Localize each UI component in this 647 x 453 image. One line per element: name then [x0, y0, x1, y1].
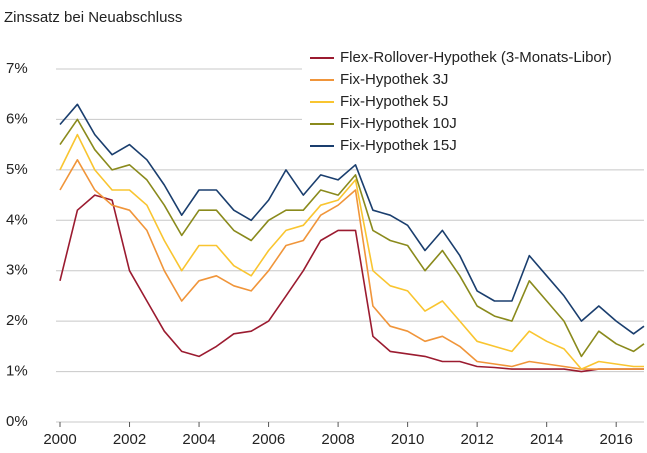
x-tick-label: 2008	[321, 431, 354, 448]
legend-label: Fix-Hypothek 5J	[340, 93, 448, 110]
x-tick-label: 2006	[252, 431, 285, 448]
legend-background	[302, 44, 644, 158]
series-line	[59, 118, 645, 358]
legend-label: Fix-Hypothek 3J	[340, 71, 448, 88]
legend-label: Fix-Hypothek 15J	[340, 137, 457, 154]
x-tick-label: 2012	[460, 431, 493, 448]
x-tick-label: 2002	[113, 431, 146, 448]
legend-label: Flex-Rollover-Hypothek (3-Monats-Libor)	[340, 49, 612, 66]
chart-title: Zinssatz bei Neuabschluss	[4, 9, 182, 26]
x-tick-label: 2016	[600, 431, 633, 448]
y-tick-label: 5%	[6, 161, 28, 178]
y-tick-label: 4%	[6, 211, 28, 228]
x-tick-label: 2000	[43, 431, 76, 448]
y-tick-label: 7%	[6, 60, 28, 77]
y-tick-label: 1%	[6, 363, 28, 380]
y-tick-label: 3%	[6, 262, 28, 279]
legend-label: Fix-Hypothek 10J	[340, 115, 457, 132]
x-tick-label: 2014	[530, 431, 563, 448]
series-line	[59, 103, 645, 335]
series-line	[59, 194, 644, 373]
series-line	[59, 159, 644, 370]
x-tick-label: 2004	[182, 431, 215, 448]
x-tick-label: 2010	[391, 431, 424, 448]
y-tick-label: 6%	[6, 110, 28, 127]
y-tick-label: 0%	[6, 413, 28, 430]
series-line	[59, 133, 644, 370]
y-tick-label: 2%	[6, 312, 28, 329]
